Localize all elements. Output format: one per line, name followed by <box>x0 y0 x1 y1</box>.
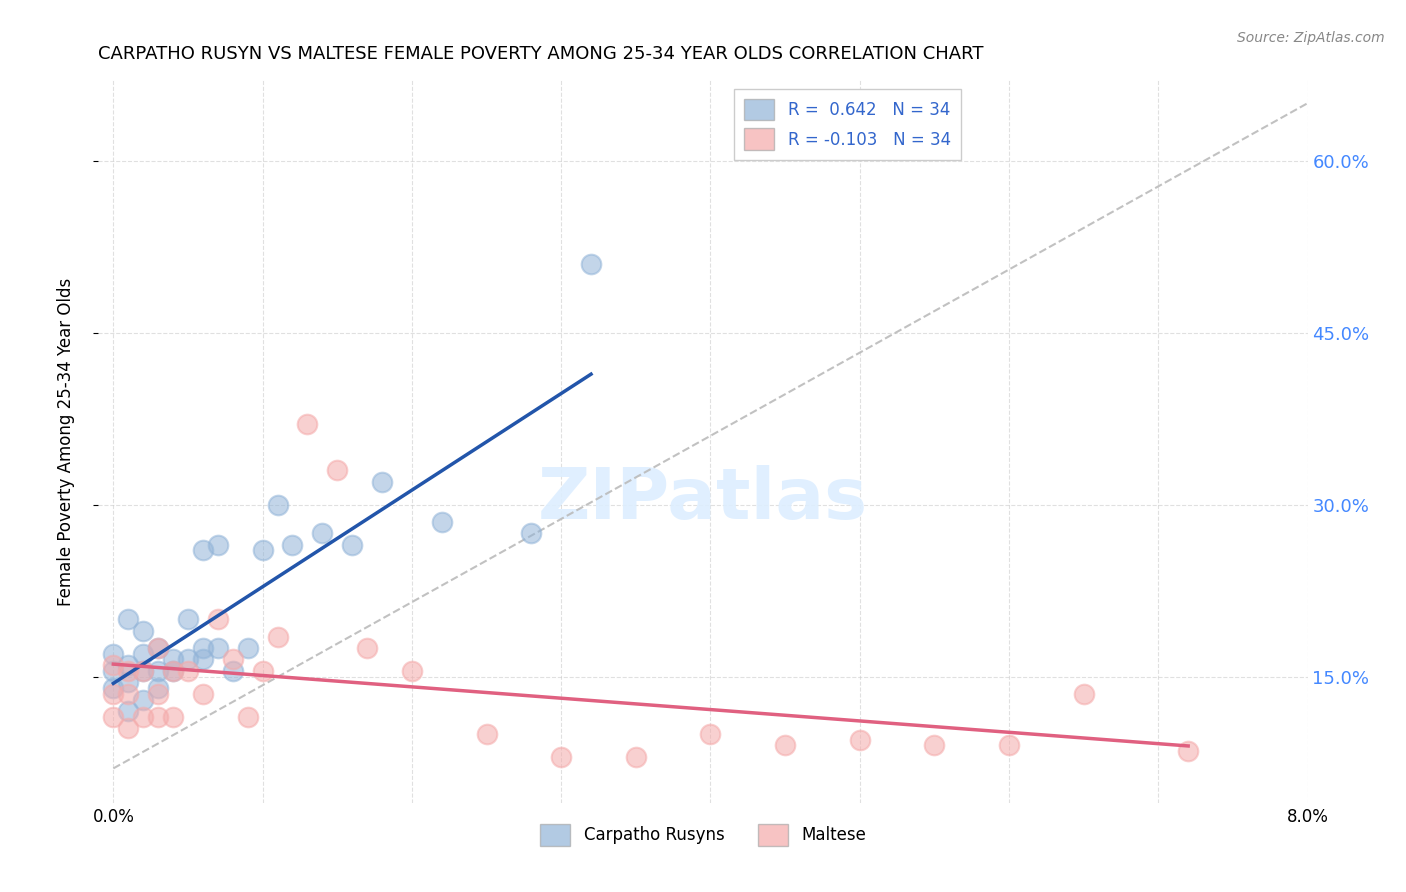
Point <box>146 681 169 695</box>
Point <box>146 687 169 701</box>
Point <box>207 538 229 552</box>
Point <box>162 652 184 666</box>
Point <box>146 664 169 678</box>
Point <box>222 664 245 678</box>
Point <box>132 664 155 678</box>
Point <box>117 704 139 718</box>
Point <box>340 538 363 552</box>
Point <box>132 710 155 724</box>
Point <box>924 739 946 753</box>
Point <box>117 687 139 701</box>
Point <box>177 664 200 678</box>
Point <box>146 640 169 655</box>
Y-axis label: Female Poverty Among 25-34 Year Olds: Female Poverty Among 25-34 Year Olds <box>56 277 75 606</box>
Point <box>117 675 139 690</box>
Point <box>998 739 1021 753</box>
Point <box>848 732 870 747</box>
Point <box>191 543 214 558</box>
Point <box>117 664 139 678</box>
Point <box>401 664 423 678</box>
Point <box>579 257 602 271</box>
Point <box>191 652 214 666</box>
Point <box>236 640 259 655</box>
Text: Source: ZipAtlas.com: Source: ZipAtlas.com <box>1237 31 1385 45</box>
Point <box>266 498 288 512</box>
Point <box>281 538 304 552</box>
Point <box>103 681 125 695</box>
Legend: Carpatho Rusyns, Maltese: Carpatho Rusyns, Maltese <box>533 818 873 852</box>
Point <box>162 710 184 724</box>
Point <box>475 727 498 741</box>
Point <box>430 515 453 529</box>
Point <box>252 664 274 678</box>
Point <box>252 543 274 558</box>
Point <box>624 750 647 764</box>
Text: CARPATHO RUSYN VS MALTESE FEMALE POVERTY AMONG 25-34 YEAR OLDS CORRELATION CHART: CARPATHO RUSYN VS MALTESE FEMALE POVERTY… <box>98 45 984 63</box>
Point <box>132 692 155 706</box>
Text: ZIPatlas: ZIPatlas <box>538 465 868 533</box>
Point <box>117 612 139 626</box>
Point <box>1177 744 1199 758</box>
Point <box>103 658 125 673</box>
Point <box>132 664 155 678</box>
Point <box>177 612 200 626</box>
Point <box>371 475 394 489</box>
Point <box>177 652 200 666</box>
Point <box>117 721 139 735</box>
Point <box>146 640 169 655</box>
Point <box>162 664 184 678</box>
Point <box>207 612 229 626</box>
Point <box>773 739 796 753</box>
Point <box>103 687 125 701</box>
Point <box>117 658 139 673</box>
Point <box>103 664 125 678</box>
Point <box>236 710 259 724</box>
Point <box>297 417 319 432</box>
Point <box>191 687 214 701</box>
Point <box>207 640 229 655</box>
Point <box>146 710 169 724</box>
Point <box>222 652 245 666</box>
Point <box>132 647 155 661</box>
Point <box>103 710 125 724</box>
Point <box>356 640 378 655</box>
Point <box>132 624 155 638</box>
Point <box>162 664 184 678</box>
Point <box>699 727 721 741</box>
Point <box>520 526 543 541</box>
Point <box>266 630 288 644</box>
Point <box>1073 687 1095 701</box>
Point <box>103 647 125 661</box>
Point <box>326 463 349 477</box>
Point <box>311 526 333 541</box>
Point <box>550 750 572 764</box>
Point <box>191 640 214 655</box>
